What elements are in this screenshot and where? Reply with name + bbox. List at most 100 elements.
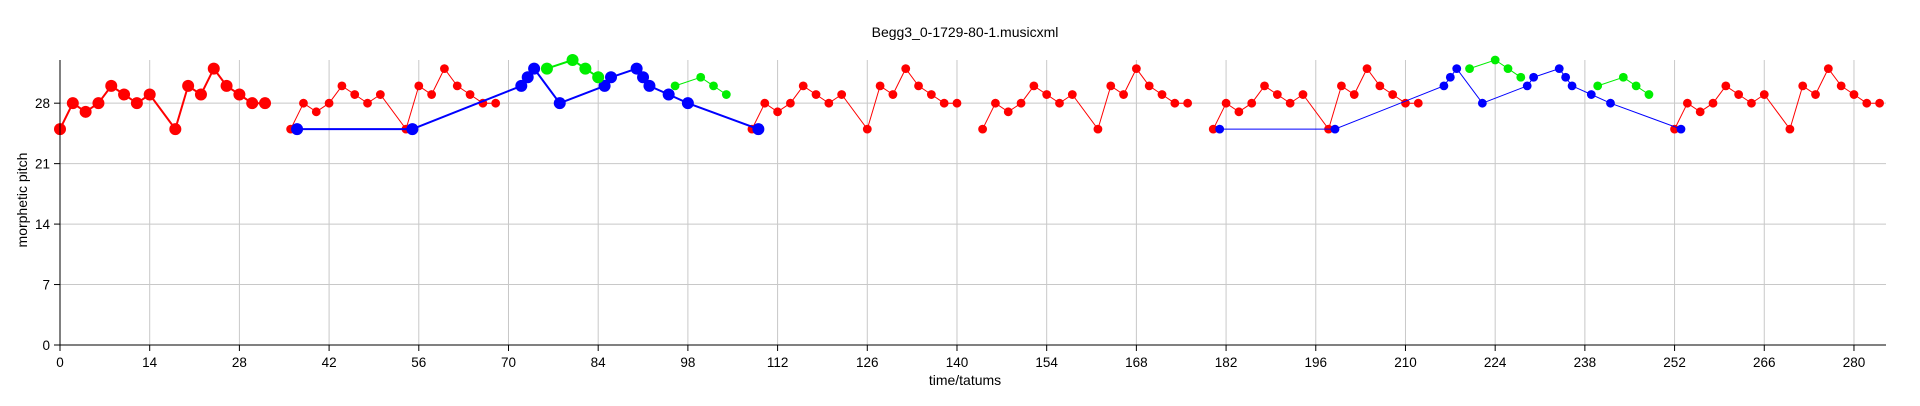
red-data-point xyxy=(246,97,259,110)
series-layer xyxy=(54,54,1884,136)
x-tick-label: 196 xyxy=(1305,355,1328,370)
red-data-point xyxy=(1388,90,1398,99)
red-data-point xyxy=(1029,81,1039,91)
red-data-point xyxy=(207,62,220,75)
green-data-point xyxy=(670,81,680,91)
red-data-point xyxy=(1247,98,1257,108)
red-data-point xyxy=(220,79,233,92)
blue-data-point xyxy=(630,62,643,75)
red-data-point xyxy=(1721,81,1731,91)
red-data-point xyxy=(1759,90,1769,99)
x-tick-label: 238 xyxy=(1574,355,1597,370)
red-data-point xyxy=(194,88,207,101)
red-data-point xyxy=(1798,81,1808,91)
red-data-point xyxy=(169,123,182,136)
red-data-point xyxy=(1362,64,1372,74)
red-data-point xyxy=(1157,90,1167,99)
red-data-point xyxy=(1042,90,1052,99)
blue-data-point xyxy=(1439,81,1449,91)
red-data-point xyxy=(1055,98,1064,108)
blue-data-point xyxy=(1676,124,1686,134)
blue-data-point xyxy=(1529,72,1539,82)
red-data-point xyxy=(452,81,462,91)
red-data-point xyxy=(901,64,911,74)
red-series-line xyxy=(982,67,1188,131)
blue-data-point xyxy=(1567,81,1577,91)
x-tick-label: 168 xyxy=(1125,355,1148,370)
red-data-point xyxy=(952,98,962,108)
blue-data-point xyxy=(643,79,656,92)
green-series-line xyxy=(1597,76,1650,95)
red-data-point xyxy=(465,90,475,99)
green-series-line xyxy=(1469,59,1522,78)
blue-data-point xyxy=(521,71,534,84)
red-data-point xyxy=(1670,124,1679,134)
green-data-point xyxy=(709,81,718,91)
blue-data-point xyxy=(598,79,611,92)
y-tick-label: 7 xyxy=(42,278,50,293)
red-data-point xyxy=(363,98,372,108)
red-data-point xyxy=(491,98,501,108)
blue-data-point xyxy=(1215,124,1225,134)
y-tick-label: 0 xyxy=(42,338,50,353)
x-tick-label: 154 xyxy=(1035,355,1058,370)
red-data-point xyxy=(1695,107,1705,117)
green-data-point xyxy=(1490,55,1500,65)
red-data-point xyxy=(118,88,131,101)
red-data-point xyxy=(1183,98,1193,108)
x-tick-label: 126 xyxy=(856,355,879,370)
red-data-point xyxy=(1708,98,1718,108)
red-data-point xyxy=(337,81,347,91)
red-data-point xyxy=(375,90,385,99)
x-tick-label: 84 xyxy=(591,355,607,370)
x-tick-label: 56 xyxy=(411,355,426,370)
x-tick-label: 280 xyxy=(1843,355,1866,370)
red-data-point xyxy=(811,90,821,99)
red-data-point xyxy=(824,98,834,108)
red-data-point xyxy=(143,88,156,101)
red-data-point xyxy=(875,81,885,91)
blue-data-point xyxy=(291,123,304,136)
red-series-line xyxy=(59,66,265,132)
red-data-point xyxy=(1272,90,1282,99)
red-data-point xyxy=(182,79,195,92)
blue-data-point xyxy=(528,62,541,75)
red-data-point xyxy=(1003,107,1013,117)
red-data-point xyxy=(105,79,118,92)
red-series-line xyxy=(1674,67,1880,131)
red-data-point xyxy=(1234,107,1244,117)
red-data-point xyxy=(324,98,334,108)
green-data-point xyxy=(579,62,592,75)
blue-data-point xyxy=(1452,64,1462,74)
blue-data-point xyxy=(605,71,618,84)
blue-data-point xyxy=(515,79,528,92)
red-data-point xyxy=(888,90,898,99)
red-data-point xyxy=(1285,98,1295,108)
blue-data-point xyxy=(1330,124,1340,134)
blue-data-point xyxy=(553,97,566,110)
red-data-point xyxy=(1836,81,1846,91)
x-tick-label: 98 xyxy=(680,355,695,370)
red-data-point xyxy=(798,81,808,91)
red-data-point xyxy=(914,81,923,91)
x-tick-label: 42 xyxy=(322,355,337,370)
red-data-point xyxy=(1298,90,1308,99)
red-data-point xyxy=(1401,98,1410,108)
red-data-point xyxy=(1131,64,1141,74)
red-data-point xyxy=(1221,98,1231,108)
green-data-point xyxy=(696,72,706,82)
red-data-point xyxy=(1119,90,1128,99)
red-data-point xyxy=(66,97,79,110)
green-data-point xyxy=(566,54,579,66)
green-data-point xyxy=(721,90,731,99)
x-axis-label: time/tatums xyxy=(929,372,1001,388)
blue-data-point xyxy=(1522,81,1532,91)
red-data-point xyxy=(1875,98,1884,108)
red-data-point xyxy=(233,88,246,101)
y-axis-label: morphetic pitch xyxy=(14,153,30,248)
red-data-point xyxy=(350,90,360,99)
y-tick-label: 28 xyxy=(35,96,50,111)
x-tick-label: 0 xyxy=(56,355,64,370)
red-data-point xyxy=(1170,98,1180,108)
red-data-point xyxy=(1682,98,1692,108)
